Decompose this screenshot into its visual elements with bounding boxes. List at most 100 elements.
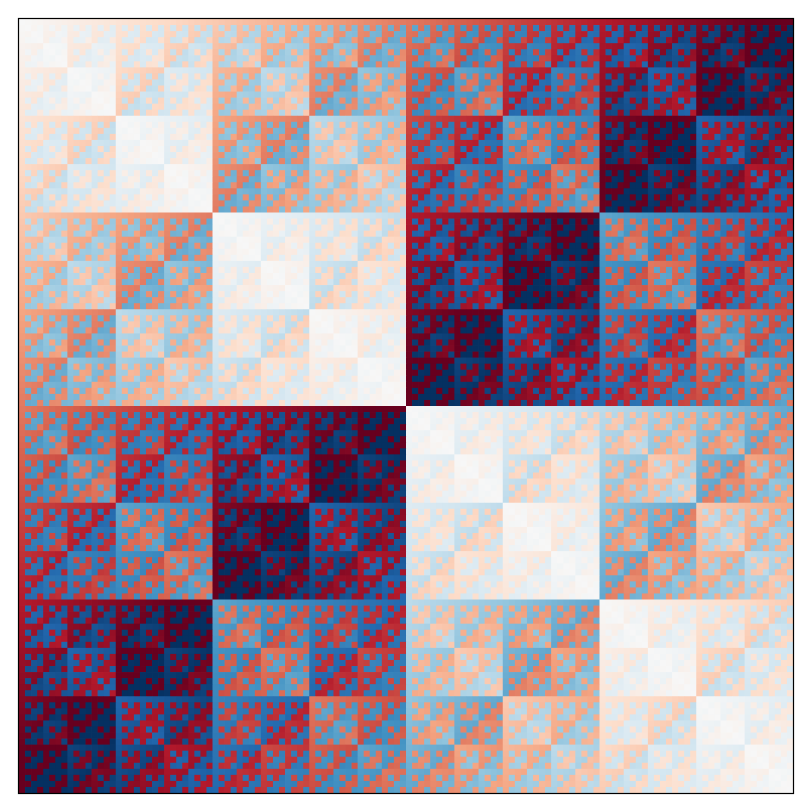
heatmap-cell: [200, 158, 206, 164]
heatmap-cell: [400, 213, 406, 219]
heatmap-cell: [327, 61, 333, 67]
heatmap-cell: [376, 110, 382, 116]
heatmap-cell: [485, 61, 491, 67]
heatmap-cell: [243, 104, 249, 110]
heatmap-cell: [569, 140, 575, 146]
heatmap-cell: [104, 176, 110, 182]
heatmap-cell: [406, 176, 412, 182]
heatmap-cell: [485, 237, 491, 243]
heatmap-cell: [696, 158, 702, 164]
heatmap-cell: [146, 237, 152, 243]
heatmap-cell: [454, 182, 460, 188]
heatmap-cell: [140, 122, 146, 128]
heatmap-cell: [521, 86, 527, 92]
heatmap-cell: [600, 37, 606, 43]
heatmap-cell: [37, 219, 43, 225]
heatmap-cell: [110, 194, 116, 200]
heatmap-cell: [600, 19, 606, 25]
heatmap-cell: [684, 110, 690, 116]
heatmap-cell: [418, 43, 424, 49]
heatmap-cell: [170, 200, 176, 206]
heatmap-cell: [55, 122, 61, 128]
heatmap-cell: [660, 116, 666, 122]
heatmap-cell: [430, 122, 436, 128]
heatmap-cell: [140, 188, 146, 194]
heatmap-cell: [134, 67, 140, 73]
heatmap-cell: [309, 86, 315, 92]
heatmap-cell: [176, 79, 182, 85]
heatmap-cell: [606, 231, 612, 237]
heatmap-cell: [104, 37, 110, 43]
heatmap-cell: [739, 213, 745, 219]
heatmap-cell: [86, 170, 92, 176]
heatmap-cell: [158, 164, 164, 170]
heatmap-cell: [73, 92, 79, 98]
heatmap-cell: [79, 73, 85, 79]
heatmap-cell: [690, 67, 696, 73]
heatmap-cell: [666, 219, 672, 225]
heatmap-cell: [291, 73, 297, 79]
heatmap-cell: [182, 31, 188, 37]
heatmap-cell: [739, 225, 745, 231]
heatmap-cell: [690, 43, 696, 49]
heatmap-cell: [787, 25, 793, 31]
heatmap-cell: [678, 243, 684, 249]
heatmap-cell: [479, 170, 485, 176]
heatmap-cell: [745, 158, 751, 164]
heatmap-cell: [110, 231, 116, 237]
heatmap-cell: [182, 98, 188, 104]
heatmap-cell: [164, 31, 170, 37]
heatmap-cell: [448, 110, 454, 116]
heatmap-cell: [781, 31, 787, 37]
heatmap-cell: [624, 61, 630, 67]
heatmap-cell: [309, 188, 315, 194]
heatmap-cell: [787, 182, 793, 188]
heatmap-cell: [49, 134, 55, 140]
heatmap-cell: [648, 194, 654, 200]
heatmap-cell: [116, 67, 122, 73]
heatmap-cell: [370, 86, 376, 92]
heatmap-cell: [206, 49, 212, 55]
heatmap-cell: [521, 122, 527, 128]
heatmap-cell: [787, 43, 793, 49]
heatmap-cell: [104, 86, 110, 92]
heatmap-cell: [255, 225, 261, 231]
heatmap-cell: [660, 128, 666, 134]
heatmap-cell: [491, 19, 497, 25]
heatmap-cell: [630, 219, 636, 225]
heatmap-cell: [170, 37, 176, 43]
heatmap-cell: [660, 194, 666, 200]
heatmap-cell: [92, 200, 98, 206]
heatmap-cell: [430, 31, 436, 37]
heatmap-cell: [587, 249, 593, 255]
heatmap-cell: [648, 243, 654, 249]
heatmap-cell: [291, 92, 297, 98]
heatmap-cell: [654, 206, 660, 212]
heatmap-cell: [31, 19, 37, 25]
heatmap-cell: [261, 231, 267, 237]
heatmap-cell: [714, 25, 720, 31]
heatmap-cell: [382, 104, 388, 110]
heatmap-cell: [321, 231, 327, 237]
heatmap-cell: [515, 134, 521, 140]
heatmap-cell: [122, 182, 128, 188]
heatmap-cell: [660, 25, 666, 31]
heatmap-cell: [303, 206, 309, 212]
heatmap-cell: [733, 249, 739, 255]
heatmap-cell: [98, 31, 104, 37]
heatmap-cell: [86, 213, 92, 219]
heatmap-cell: [31, 116, 37, 122]
heatmap-cell: [436, 176, 442, 182]
heatmap-cell: [249, 19, 255, 25]
heatmap-cell: [466, 243, 472, 249]
heatmap-cell: [630, 164, 636, 170]
heatmap-cell: [485, 206, 491, 212]
heatmap-cell: [460, 170, 466, 176]
heatmap-cell: [527, 170, 533, 176]
heatmap-cell: [376, 122, 382, 128]
heatmap-cell: [600, 158, 606, 164]
heatmap-cell: [321, 116, 327, 122]
heatmap-cell: [291, 19, 297, 25]
heatmap-cell: [787, 19, 793, 25]
heatmap-cell: [769, 225, 775, 231]
